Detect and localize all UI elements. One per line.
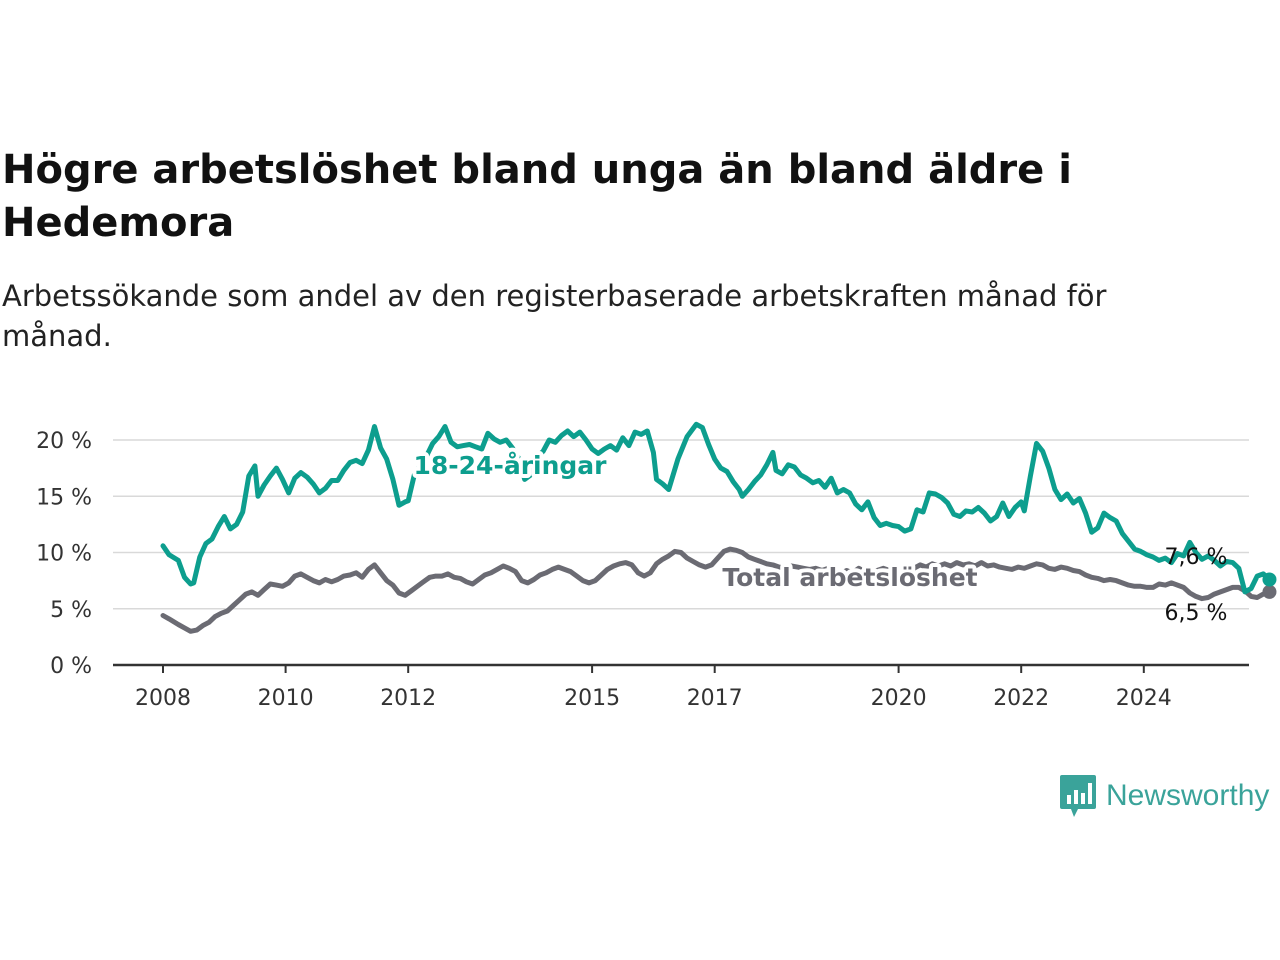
- series-end-label: 6,5 %: [1165, 601, 1228, 626]
- y-tick-label: 0 %: [50, 654, 92, 679]
- x-tick-label: 2015: [564, 686, 620, 711]
- series-label: 18-24-åringar: [414, 451, 608, 480]
- newsworthy-logo-icon: [1060, 775, 1096, 817]
- series-lines: [160, 421, 1277, 634]
- x-tick-label: 2008: [135, 686, 191, 711]
- x-tick-label: 2022: [993, 686, 1049, 711]
- newsworthy-logo: Newsworthy: [1058, 772, 1269, 820]
- newsworthy-logo-text: Newsworthy: [1106, 779, 1270, 812]
- x-tick-label: 2012: [380, 686, 436, 711]
- line-chart: 0 %5 %10 %15 %20 % 2008 2010 2012 2015 2017 2…: [36, 421, 1277, 711]
- y-axis-ticks: 0 % 5 % 10 % 15 % 20 %: [36, 429, 92, 679]
- series-label: Total arbetslöshet: [722, 563, 977, 592]
- series-label-halo: 18-24-åringar: [414, 451, 608, 480]
- y-tick-label: 20 %: [36, 429, 92, 454]
- series-end-dot: [1262, 584, 1277, 599]
- y-tick-label: 15 %: [36, 485, 92, 510]
- x-tick-label: 2024: [1116, 686, 1172, 711]
- series-line: [160, 546, 1272, 634]
- x-tick-label: 2017: [687, 686, 743, 711]
- chart-title: Högre arbetslöshet bland unga än bland ä…: [2, 147, 1072, 246]
- chart-subtitle: Arbetssökande som andel av den registerb…: [2, 279, 1107, 353]
- series-label-halo: Total arbetslöshet: [722, 563, 977, 592]
- x-tick-label: 2010: [258, 686, 314, 711]
- y-tick-label: 10 %: [36, 542, 92, 567]
- series-line: [160, 421, 1272, 595]
- y-tick-label: 5 %: [50, 598, 92, 623]
- series-end-dot: [1262, 572, 1277, 587]
- gridlines: [113, 439, 1249, 610]
- x-axis-ticks: 2008 2010 2012 2015 2017 2020 2022 2024: [135, 665, 1172, 711]
- series-end-label: 7,6 %: [1165, 545, 1228, 570]
- x-tick-label: 2020: [871, 686, 927, 711]
